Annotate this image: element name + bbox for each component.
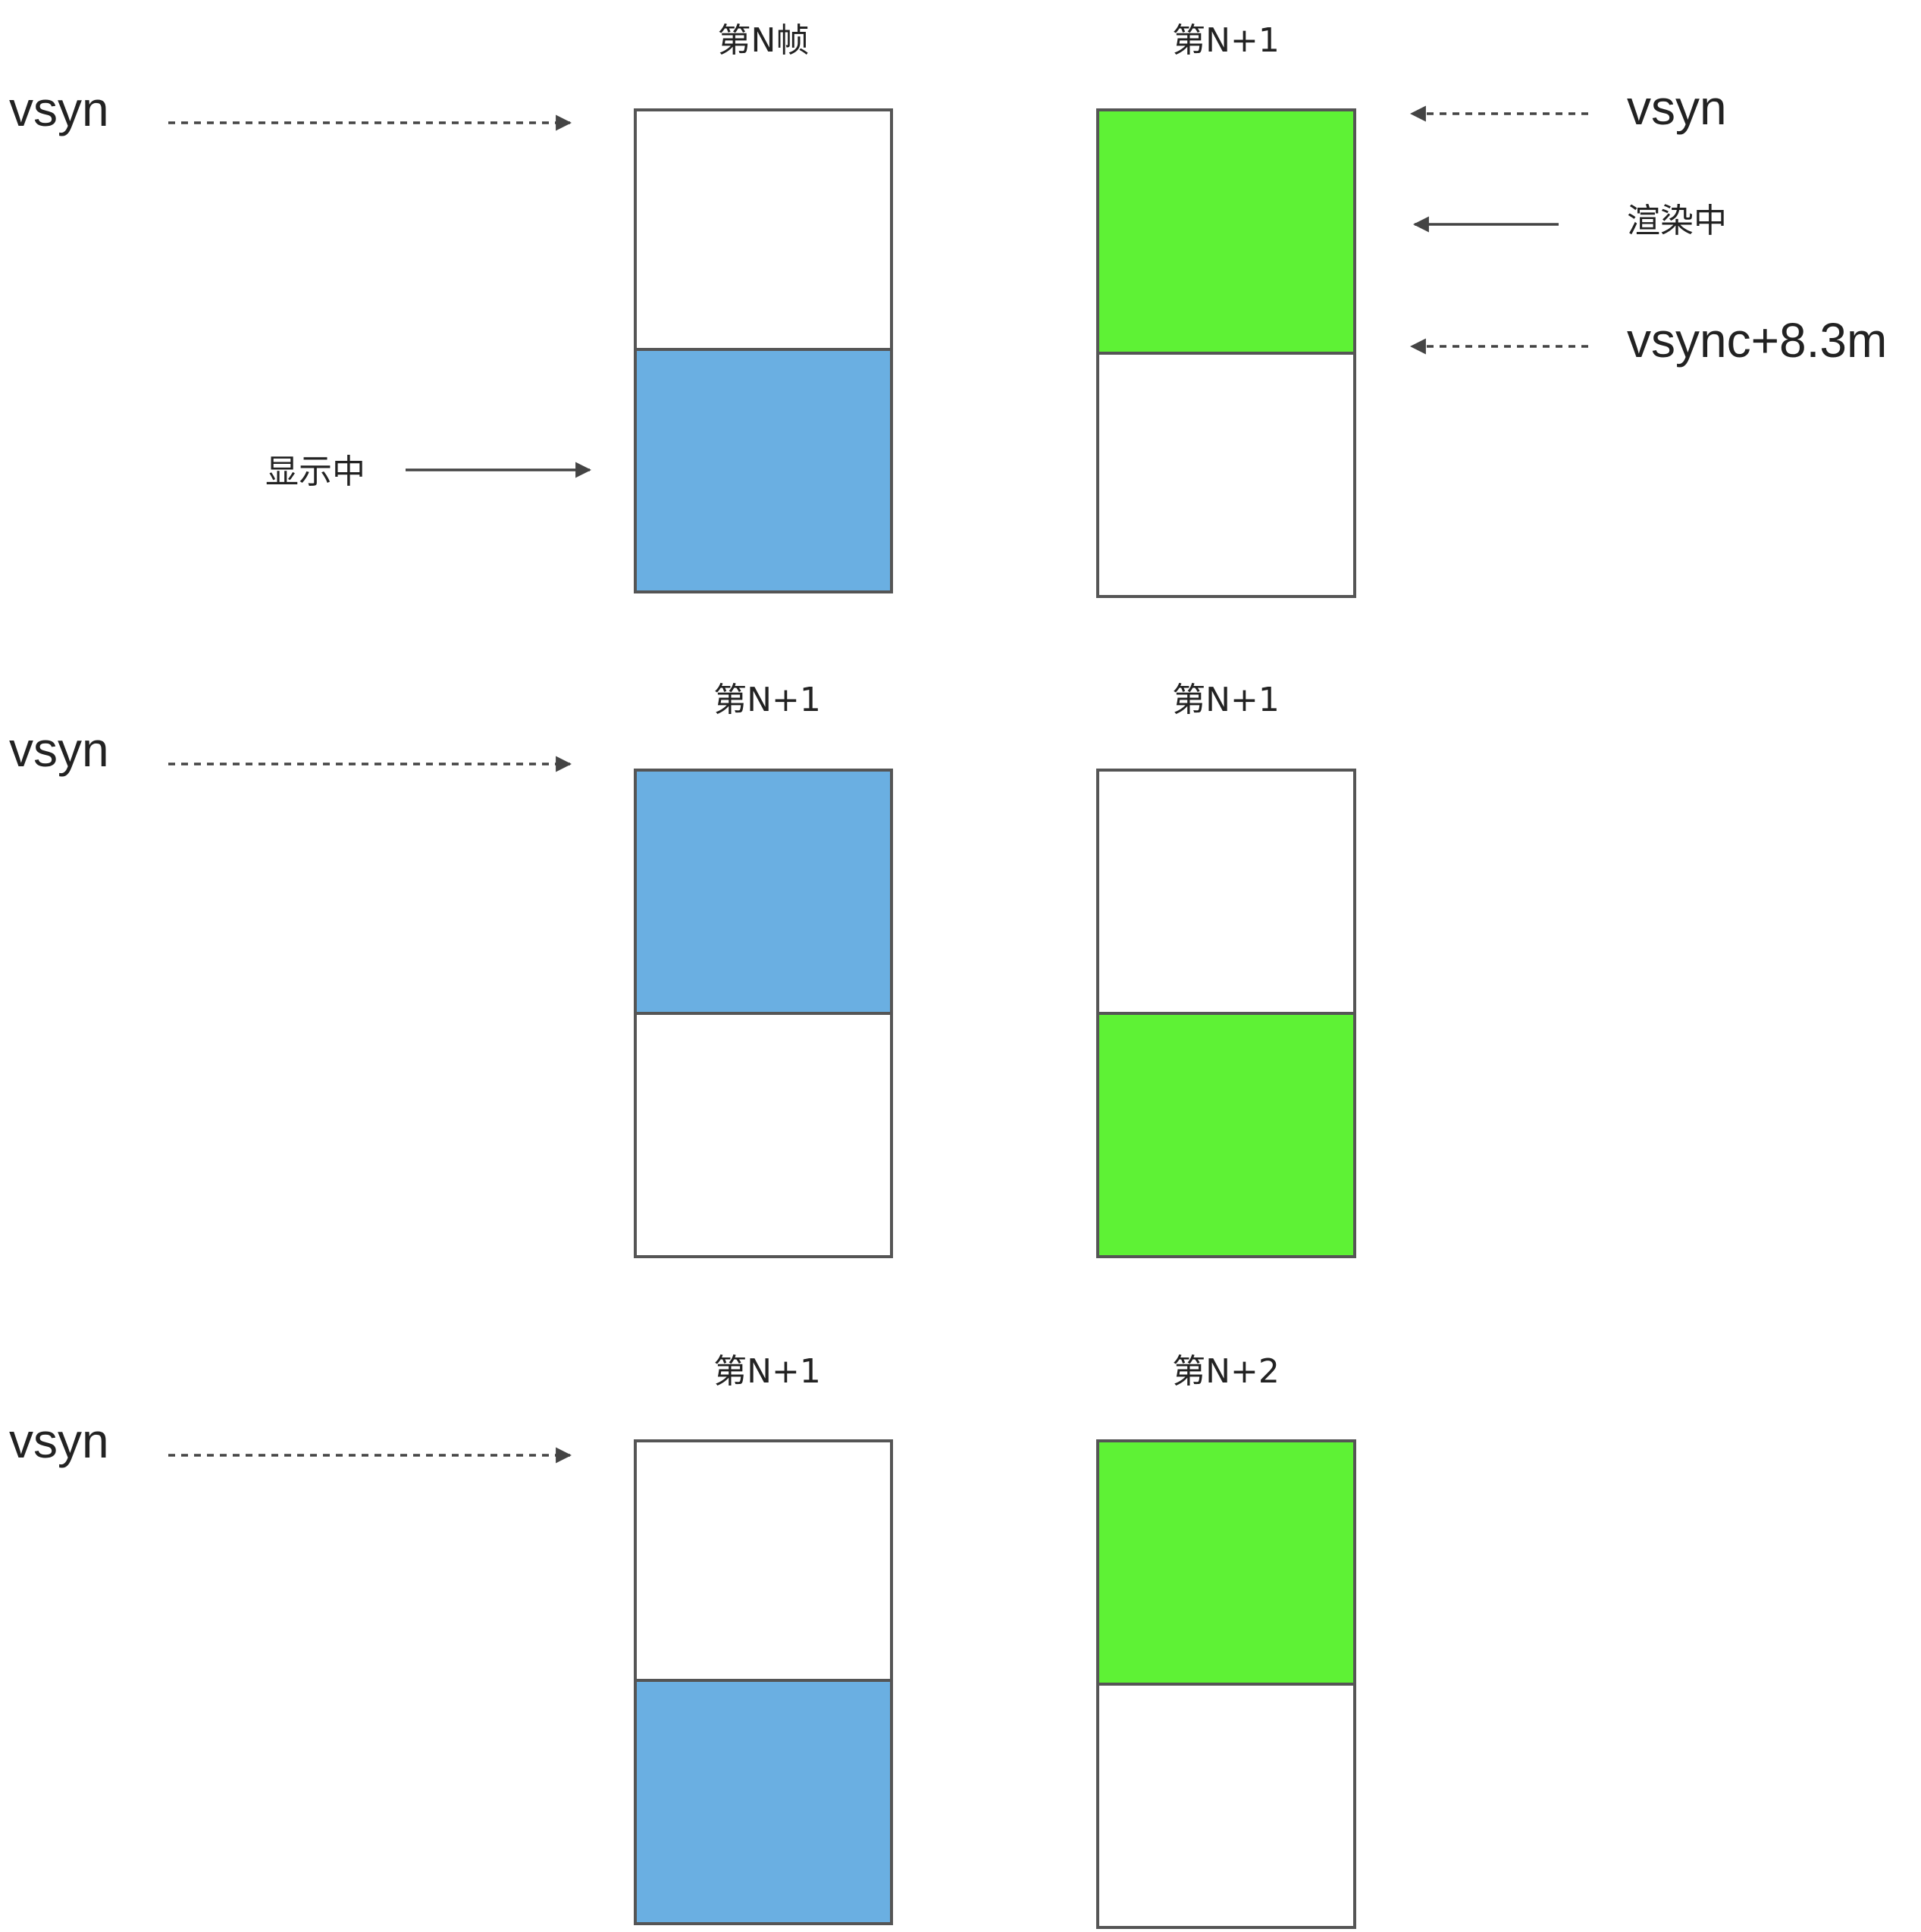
vsync-label: vsyn xyxy=(9,1414,109,1468)
buffer-bottom-half xyxy=(635,1680,892,1924)
buffer-bottom-half xyxy=(1098,1684,1355,1927)
buffer-top-half xyxy=(635,770,892,1013)
buffer-title: 第N+1 xyxy=(713,1352,821,1391)
buffer-a: 第N+1 xyxy=(634,681,893,1258)
vsync-label: vsyn xyxy=(9,722,109,777)
buffer-b: 第N+2 xyxy=(1096,1352,1356,1929)
vsync-label: vsyn xyxy=(9,82,109,136)
displaying-label: 显示中 xyxy=(265,452,365,491)
buffer-title: 第N+2 xyxy=(1172,1352,1280,1391)
buffer-title: 第N+1 xyxy=(1172,681,1280,719)
buffer-top-half xyxy=(1098,770,1355,1013)
buffer-border xyxy=(1096,1439,1356,1929)
row-1: vsyn 显示中 第N帧 第N+1 vsyn 渲染中 vsync+8.3m xyxy=(9,21,1887,598)
buffer-top-half xyxy=(1098,110,1355,353)
buffer-border xyxy=(634,108,893,593)
rendering-label: 渲染中 xyxy=(1627,202,1727,240)
buffer-border xyxy=(1096,769,1356,1258)
buffer-top-half xyxy=(635,1441,892,1680)
buffer-title: 第N+1 xyxy=(713,681,821,719)
row-3: vsyn 第N+1 第N+2 xyxy=(9,1352,1356,1929)
buffer-top-half xyxy=(1098,1441,1355,1684)
buffer-b: 第N+1 xyxy=(1096,681,1356,1258)
buffer-title: 第N+1 xyxy=(1172,21,1280,60)
buffer-border xyxy=(634,769,893,1258)
buffer-border xyxy=(1096,108,1356,598)
buffer-top-half xyxy=(635,110,892,349)
buffer-bottom-half xyxy=(1098,353,1355,597)
vsync-label-right: vsyn xyxy=(1627,80,1727,135)
buffer-a: 第N+1 xyxy=(634,1352,893,1925)
buffer-bottom-half xyxy=(1098,1013,1355,1257)
row-2: vsyn 第N+1 第N+1 xyxy=(9,681,1356,1258)
buffer-bottom-half xyxy=(635,1013,892,1257)
buffer-bottom-half xyxy=(635,349,892,592)
buffer-border xyxy=(634,1439,893,1925)
buffer-title: 第N帧 xyxy=(718,21,810,60)
buffer-b: 第N+1 xyxy=(1096,21,1356,598)
vsync-offset-label: vsync+8.3m xyxy=(1627,313,1887,368)
buffer-a: 第N帧 xyxy=(634,21,893,593)
